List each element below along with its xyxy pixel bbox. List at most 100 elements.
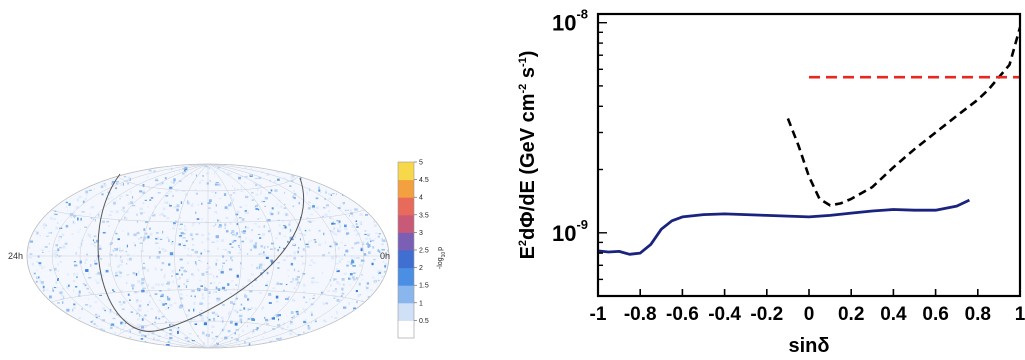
sky-pixel [52, 287, 54, 290]
sky-pixel [187, 261, 189, 265]
sky-pixel [267, 245, 269, 248]
sky-pixel [36, 231, 39, 235]
sky-pixel [169, 203, 171, 206]
sky-pixel [149, 233, 153, 236]
sky-pixel [335, 193, 337, 195]
sky-pixel [161, 301, 163, 304]
sky-pixel [310, 259, 313, 262]
sky-pixel [261, 171, 263, 173]
sky-pixel [278, 224, 281, 227]
sky-pixel [246, 325, 249, 327]
sky-pixel [157, 192, 161, 194]
sky-pixel [153, 321, 156, 324]
sky-pixel [230, 320, 233, 324]
sky-pixel [169, 252, 174, 256]
sky-pixel [127, 258, 129, 261]
sky-pixel [157, 257, 160, 260]
sky-pixel [76, 198, 80, 202]
sky-pixel [280, 337, 282, 340]
sky-pixel [246, 253, 249, 255]
sky-pixel [251, 318, 255, 321]
sky-pixel [298, 232, 302, 235]
sky-pixel [361, 241, 365, 244]
colorbar-gradient [398, 162, 414, 339]
sky-pixel [270, 213, 274, 216]
sky-pixel [217, 297, 221, 301]
sky-pixel [274, 313, 277, 315]
sky-pixel [163, 274, 166, 277]
x-tick-label: 0.6 [922, 304, 948, 325]
sky-pixel [377, 235, 380, 238]
sky-pixel [284, 226, 287, 229]
sky-pixel [201, 309, 203, 311]
sky-pixel [222, 304, 225, 306]
colorbar-segment [398, 302, 414, 321]
sky-pixel [122, 301, 126, 304]
sky-pixel [267, 219, 271, 222]
sky-pixel [47, 232, 51, 234]
sky-pixel [357, 294, 360, 298]
colorbar-tick-label: 4.5 [419, 177, 429, 184]
sky-pixel [207, 202, 211, 204]
sky-pixel [290, 180, 294, 182]
sky-pixel [192, 222, 195, 225]
sky-pixel [86, 194, 88, 196]
sky-pixel [213, 290, 217, 294]
sky-pixel [57, 302, 60, 304]
sky-pixel [275, 314, 279, 318]
sky-pixel [254, 242, 258, 245]
sky-pixel [142, 287, 146, 289]
sky-pixel [239, 318, 243, 322]
sky-pixel [342, 202, 345, 205]
sky-pixel [158, 247, 160, 250]
sky-pixel [119, 259, 123, 262]
sky-pixel [231, 246, 234, 248]
sky-pixel [173, 206, 177, 209]
sky-pixel [163, 276, 166, 279]
sky-pixel [337, 283, 341, 285]
sky-pixel [160, 212, 164, 216]
sky-pixel [120, 329, 122, 332]
sky-pixel [353, 229, 357, 232]
sky-pixel [236, 311, 239, 314]
sky-pixel [307, 207, 311, 210]
sky-pixel [208, 303, 211, 305]
sky-pixel [155, 232, 159, 234]
sky-pixel [344, 228, 348, 231]
sky-pixel [60, 294, 65, 297]
sky-pixel [306, 191, 308, 195]
sky-pixel [244, 295, 248, 298]
sky-pixel [204, 286, 206, 290]
sky-pixel [215, 335, 219, 338]
sky-pixel [205, 271, 209, 274]
sky-pixel [180, 297, 183, 300]
sky-pixel [163, 249, 167, 252]
sky-pixel [117, 238, 120, 241]
sky-pixel [42, 251, 44, 253]
sky-pixel [118, 220, 120, 222]
sky-pixel [355, 234, 358, 236]
series-line-1 [598, 198, 970, 256]
sky-pixel [293, 315, 295, 318]
sky-pixel [88, 276, 92, 279]
sky-pixel [118, 247, 121, 251]
sky-pixel [372, 280, 376, 284]
sky-pixel [153, 170, 156, 173]
sky-pixel [307, 326, 311, 330]
sky-pixel [311, 280, 315, 284]
sky-pixel [235, 329, 239, 331]
sky-pixel [293, 287, 296, 290]
sky-pixel [377, 249, 380, 252]
sky-pixel [277, 324, 281, 327]
sky-pixel [236, 232, 238, 235]
x-tick-label: 0 [804, 304, 815, 325]
sky-pixel [112, 250, 115, 252]
sky-pixel [215, 223, 217, 226]
sky-pixel [244, 341, 246, 344]
sky-pixel [327, 290, 330, 292]
sky-pixel [144, 199, 147, 201]
sky-pixel [267, 281, 270, 283]
sky-pixel [162, 230, 164, 234]
sky-pixel [279, 205, 283, 208]
sky-pixel [259, 217, 262, 219]
